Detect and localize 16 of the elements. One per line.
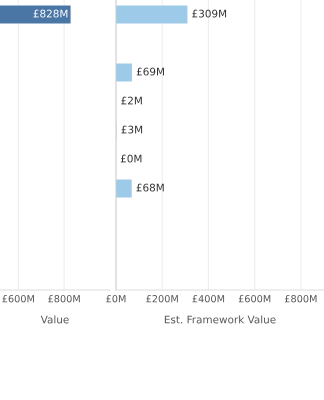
- data-label: £828M: [34, 10, 68, 18]
- data-label: £2M: [121, 96, 142, 104]
- data-label: £68M: [136, 184, 164, 192]
- x-tick-label: £600M: [238, 295, 270, 302]
- data-label: £69M: [136, 68, 164, 76]
- x-tick-label: £600M: [2, 295, 34, 302]
- data-label: £3M: [122, 126, 142, 134]
- data-label: £309M: [192, 10, 226, 18]
- x-tick-label: £800M: [48, 295, 80, 302]
- x-tick-label: £800M: [284, 295, 317, 302]
- x-tick-label: £200M: [146, 295, 178, 302]
- x-axis-title: Value: [40, 315, 69, 324]
- x-tick-label: £0M: [106, 295, 126, 302]
- x-tick-label: £400M: [192, 295, 224, 302]
- x-axis-title: Est. Framework Value: [164, 315, 276, 324]
- data-label: £0M: [120, 154, 142, 163]
